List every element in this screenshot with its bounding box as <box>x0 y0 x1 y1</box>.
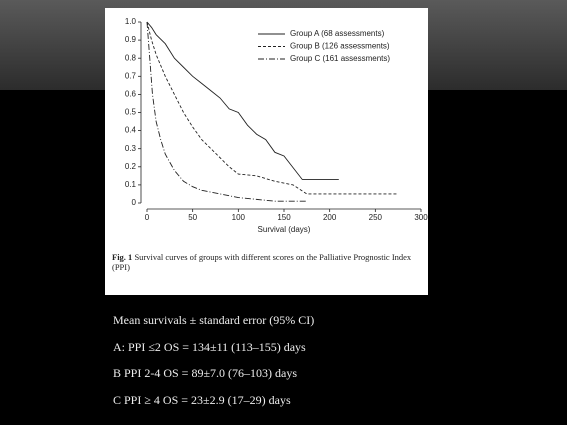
survival-line <box>146 21 307 202</box>
survival-line <box>146 21 339 180</box>
caption-text: Survival curves of groups with different… <box>112 252 412 272</box>
y-tick-label: 0.5 <box>125 108 137 117</box>
caption: Fig. 1 Survival curves of groups with di… <box>112 252 422 272</box>
y-tick-label: 1.0 <box>125 17 137 26</box>
slide-line: C PPI ≥ 4 OS = 23±2.9 (17–29) days <box>113 392 291 407</box>
x-tick-label: 0 <box>145 213 150 222</box>
x-tick-label: 250 <box>369 213 383 222</box>
x-tick-label: 300 <box>414 213 428 222</box>
y-tick-label: 0.4 <box>125 126 137 135</box>
y-tick-label: 0.1 <box>125 180 137 189</box>
y-tick-label: 0.3 <box>125 144 137 153</box>
legend-label: Group A (68 assessments) <box>290 29 385 38</box>
x-tick-label: 100 <box>232 213 246 222</box>
legend-label: Group C (161 assessments) <box>290 54 390 63</box>
legend-label: Group B (126 assessments) <box>290 42 390 51</box>
caption-label: Fig. 1 <box>112 252 133 262</box>
x-tick-label: 200 <box>323 213 337 222</box>
y-tick-label: 0 <box>132 198 137 207</box>
y-tick-label: 0.2 <box>125 162 137 171</box>
slide-text: Mean survivals ± standard error (95% CI)… <box>113 313 314 419</box>
slide-line: A: PPI ≤2 OS = 134±11 (113–155) days <box>113 339 306 354</box>
x-axis-label: Survival (days) <box>258 225 311 234</box>
y-tick-label: 0.6 <box>125 90 137 99</box>
slide-line: Mean survivals ± standard error (95% CI) <box>113 313 315 327</box>
x-tick-label: 50 <box>188 213 197 222</box>
y-tick-label: 0.9 <box>125 35 137 44</box>
figure-panel <box>105 8 428 295</box>
y-tick-label: 0.7 <box>125 71 137 80</box>
y-tick-label: 0.8 <box>125 53 137 62</box>
slide-line: B PPI 2-4 OS = 89±7.0 (76–103) days <box>113 366 298 380</box>
x-tick-label: 150 <box>277 213 291 222</box>
